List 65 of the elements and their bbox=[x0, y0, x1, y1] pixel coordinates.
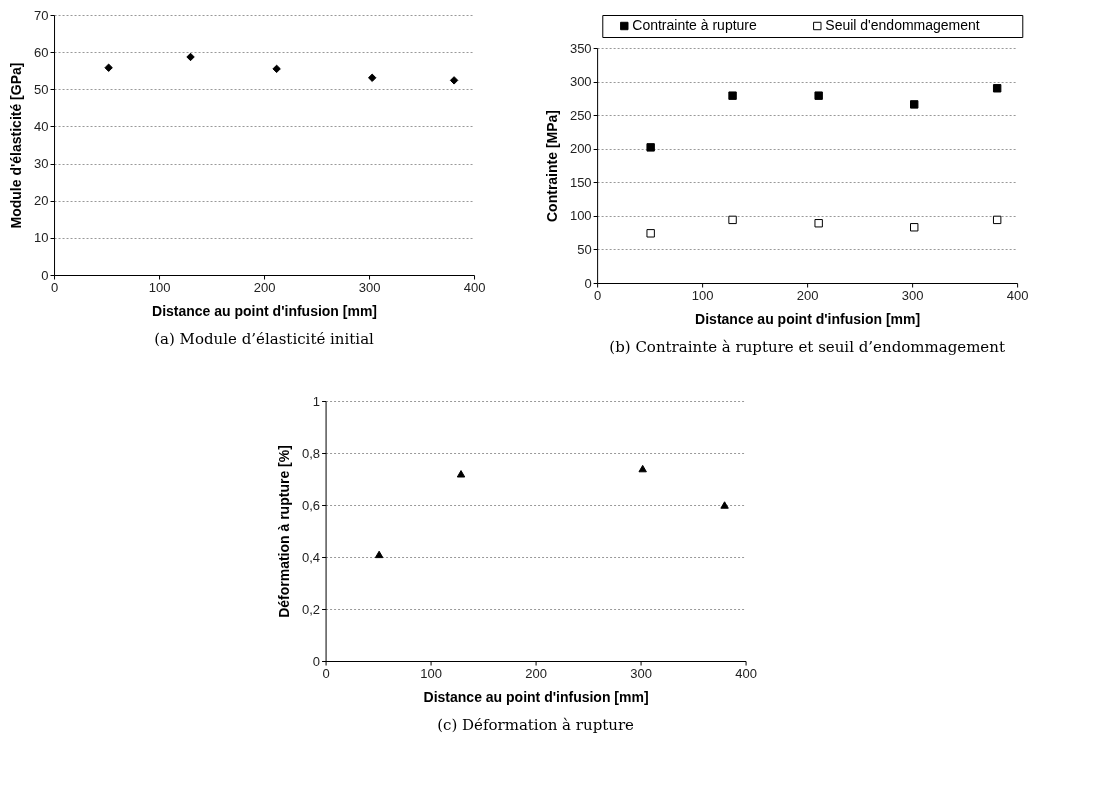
y-tick-label: 300 bbox=[569, 74, 592, 90]
y-tick-label: 40 bbox=[34, 118, 49, 134]
y-tick-label: 0,4 bbox=[302, 549, 321, 565]
x-tick-label: 200 bbox=[253, 279, 276, 295]
y-tick-label: 70 bbox=[34, 7, 49, 23]
point bbox=[728, 215, 737, 225]
y-tick-label: 150 bbox=[569, 174, 592, 190]
x-tick-label: 100 bbox=[691, 287, 714, 303]
y-tick-label: 0 bbox=[312, 653, 321, 669]
point bbox=[186, 52, 195, 62]
y-tick-label: 200 bbox=[569, 141, 592, 157]
y-tick-label: 250 bbox=[569, 107, 592, 123]
point bbox=[910, 223, 919, 232]
x-tick-label: 100 bbox=[420, 665, 442, 681]
text: (c) Déformation à rupture bbox=[437, 716, 635, 734]
x-tick-label: 300 bbox=[901, 287, 924, 303]
y-axis-title: Contrainte [MPa] bbox=[543, 110, 560, 222]
y-tick-label: 50 bbox=[34, 81, 49, 97]
y-tick-label: 30 bbox=[34, 156, 49, 172]
y-tick-label: 1 bbox=[312, 393, 321, 409]
point bbox=[367, 73, 377, 82]
point bbox=[646, 229, 655, 238]
point bbox=[449, 76, 459, 85]
legend-label: Contrainte à rupture bbox=[632, 17, 758, 33]
point bbox=[720, 501, 729, 509]
x-axis-title: Distance au point d'infusion [mm] bbox=[695, 310, 921, 327]
x-axis-title: Distance au point d'infusion [mm] bbox=[423, 688, 649, 705]
x-tick-label: 0 bbox=[594, 287, 602, 303]
y-tick-label: 20 bbox=[34, 193, 49, 209]
y-tick-label: 100 bbox=[569, 208, 592, 224]
point bbox=[728, 91, 737, 100]
x-tick-label: 400 bbox=[735, 665, 757, 681]
legend-label: Seuil d'endommagement bbox=[825, 17, 980, 33]
x-tick-label: 400 bbox=[1006, 287, 1029, 303]
point bbox=[272, 64, 281, 74]
y-axis-title: Module d'élasticité [GPa] bbox=[8, 62, 25, 229]
x-tick-label: 100 bbox=[148, 279, 171, 295]
y-tick-label: 50 bbox=[577, 241, 592, 257]
x-tick-label: 400 bbox=[463, 279, 486, 295]
point bbox=[992, 84, 1002, 93]
point bbox=[646, 143, 655, 152]
y-tick-label: 0,8 bbox=[302, 445, 321, 461]
x-tick-label: 300 bbox=[358, 279, 381, 295]
point bbox=[814, 219, 823, 228]
x-tick-label: 300 bbox=[630, 665, 652, 681]
point bbox=[374, 550, 384, 559]
x-tick-label: 200 bbox=[796, 287, 819, 303]
y-tick-label: 60 bbox=[34, 44, 49, 60]
point bbox=[814, 91, 823, 100]
point bbox=[104, 63, 113, 72]
x-tick-label: 200 bbox=[525, 665, 547, 681]
x-axis-title: Distance au point d'infusion [mm] bbox=[152, 302, 378, 319]
x-tick-label: 0 bbox=[50, 279, 59, 295]
point bbox=[638, 464, 647, 473]
y-axis-title: Déformation à rupture [%] bbox=[276, 445, 293, 618]
text: (b) Contrainte à rupture et seuil d’endommagement bbox=[609, 338, 1005, 356]
y-tick-label: 0,6 bbox=[302, 497, 321, 513]
point bbox=[456, 470, 466, 478]
y-tick-label: 0,2 bbox=[302, 601, 321, 617]
y-tick-label: 0 bbox=[41, 267, 49, 283]
y-tick-label: 10 bbox=[34, 230, 49, 246]
point bbox=[910, 100, 919, 109]
text: (a) Module d’élasticité initial bbox=[154, 330, 375, 348]
y-tick-label: 350 bbox=[569, 40, 592, 56]
point bbox=[992, 215, 1002, 225]
